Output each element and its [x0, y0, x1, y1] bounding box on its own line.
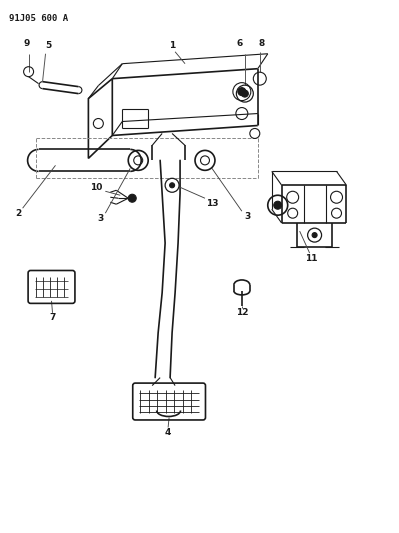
Text: 7: 7	[49, 313, 56, 322]
Text: 4: 4	[165, 428, 171, 437]
Text: 9: 9	[24, 39, 30, 49]
Text: 8: 8	[259, 39, 265, 49]
Text: 5: 5	[45, 41, 51, 50]
Text: 3: 3	[97, 214, 103, 223]
Text: 13: 13	[206, 199, 218, 208]
Text: 2: 2	[16, 209, 22, 217]
Circle shape	[241, 90, 248, 97]
Text: 91J05 600 A: 91J05 600 A	[9, 14, 68, 23]
Circle shape	[128, 194, 136, 202]
Text: 12: 12	[235, 308, 248, 317]
Circle shape	[274, 201, 282, 209]
Text: 3: 3	[245, 212, 251, 221]
Circle shape	[312, 232, 317, 238]
Text: 1: 1	[169, 41, 175, 50]
Text: 11: 11	[305, 254, 318, 263]
Circle shape	[238, 87, 246, 95]
Circle shape	[170, 183, 175, 188]
Text: 10: 10	[90, 183, 103, 192]
Text: 6: 6	[237, 39, 243, 49]
